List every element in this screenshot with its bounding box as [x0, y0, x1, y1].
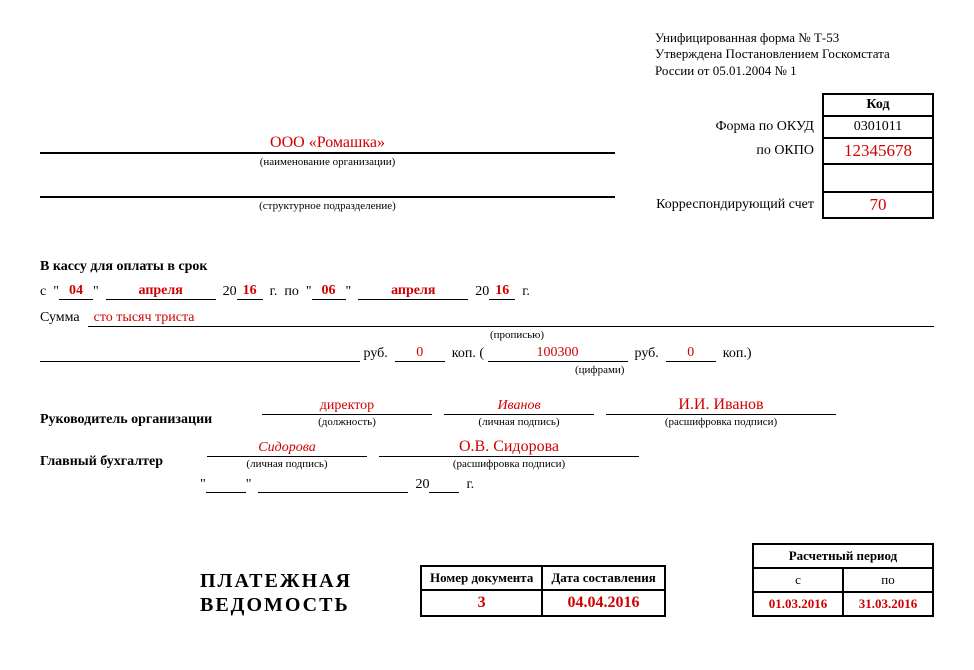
rub-label-1: руб. [364, 346, 388, 361]
period-header: Расчетный период [753, 544, 933, 568]
g-3: г. [466, 477, 474, 492]
title-line2: ВЕДОМОСТЬ [200, 593, 400, 617]
corr-value: 70 [823, 192, 933, 218]
corr-label: Корреспондирующий счет [646, 192, 823, 218]
approval-line2: Утверждена Постановлением Госкомстата [655, 46, 934, 62]
doc-date-value: 04.04.2016 [542, 590, 664, 616]
to-month: апреля [358, 283, 468, 300]
accountant-signature: Сидорова [207, 440, 367, 457]
period-from-value: 01.03.2016 [753, 592, 843, 616]
sum-line: Сумма сто тысяч триста [40, 310, 934, 327]
g-2: г. [522, 284, 530, 299]
rub-label-2: руб. [635, 346, 659, 361]
accountant-signature-caption: (личная подпись) [207, 458, 367, 470]
doc-number-box: Номер документа Дата составления 3 04.04… [420, 565, 666, 617]
period-to-header: по [843, 568, 933, 592]
title-line1: ПЛАТЕЖНАЯ [200, 569, 400, 593]
kop2-value: 0 [666, 345, 716, 362]
period-from-header: с [753, 568, 843, 592]
payment-title: В кассу для оплаты в срок [40, 259, 934, 275]
document-title: ПЛАТЕЖНАЯ ВЕДОМОСТЬ [200, 569, 400, 617]
manager-position-caption: (должность) [262, 416, 432, 428]
doc-num-value: 3 [421, 590, 542, 616]
blank-date-line: " " 20 г. [200, 476, 934, 493]
doc-num-header: Номер документа [421, 566, 542, 590]
accountant-row: Главный бухгалтер Сидорова (личная подпи… [40, 438, 934, 470]
s-label: с [40, 284, 46, 299]
from-month: апреля [106, 283, 216, 300]
sum-label: Сумма [40, 310, 80, 327]
period-line: с "04" апреля 2016 г. по "06" апреля 201… [40, 283, 934, 300]
okud-value: 0301011 [823, 116, 933, 138]
kop2-label: коп.) [723, 346, 752, 361]
approval-line3: России от 05.01.2004 № 1 [655, 63, 934, 79]
org-name-caption: (наименование организации) [40, 156, 615, 168]
okpo-label: по ОКПО [646, 138, 823, 164]
from-year: 16 [237, 283, 263, 300]
po-label: по [284, 284, 299, 299]
manager-signature-caption: (личная подпись) [444, 416, 594, 428]
sum-words-caption: (прописью) [490, 329, 544, 341]
manager-fullname-caption: (расшифровка подписи) [606, 416, 836, 428]
period-box: Расчетный период с по 01.03.2016 31.03.2… [752, 543, 934, 617]
doc-date-header: Дата составления [542, 566, 664, 590]
year-prefix-2: 20 [475, 284, 489, 299]
year-prefix-3: 20 [415, 477, 429, 492]
subdivision-line [40, 182, 615, 198]
manager-fullname: И.И. Иванов [606, 396, 836, 415]
manager-signature: Иванов [444, 398, 594, 415]
amount-line: руб. 0 коп. ( 100300 руб. 0 коп.) [40, 345, 934, 362]
accountant-fullname: О.В. Сидорова [379, 438, 639, 457]
g-1: г. [270, 284, 278, 299]
kop-value: 0 [395, 345, 445, 362]
code-header: Код [823, 94, 933, 116]
sum-in-words: сто тысяч триста [88, 310, 934, 327]
year-prefix-1: 20 [223, 284, 237, 299]
to-year: 16 [489, 283, 515, 300]
accountant-label: Главный бухгалтер [40, 454, 195, 470]
subdivision-caption: (структурное подразделение) [40, 200, 615, 212]
from-day: 04 [59, 283, 93, 300]
approval-text: Унифицированная форма № Т-53 Утверждена … [655, 30, 934, 79]
okpo-value: 12345678 [823, 138, 933, 164]
period-to-value: 31.03.2016 [843, 592, 933, 616]
accountant-fullname-caption: (расшифровка подписи) [379, 458, 639, 470]
to-day: 06 [312, 283, 346, 300]
approval-line1: Унифицированная форма № Т-53 [655, 30, 934, 46]
manager-position: директор [262, 398, 432, 415]
okud-label: Форма по ОКУД [646, 116, 823, 138]
code-table: Код Форма по ОКУД 0301011 по ОКПО 123456… [646, 93, 934, 219]
kop-label: коп. ( [452, 346, 484, 361]
digits-value: 100300 [488, 345, 628, 362]
manager-label: Руководитель организации [40, 412, 250, 428]
bottom-row: ПЛАТЕЖНАЯ ВЕДОМОСТЬ Номер документа Дата… [40, 543, 934, 617]
manager-row: Руководитель организации директор (должн… [40, 396, 934, 428]
digits-caption: (цифрами) [575, 364, 624, 376]
org-name: ООО «Ромашка» [40, 134, 615, 154]
